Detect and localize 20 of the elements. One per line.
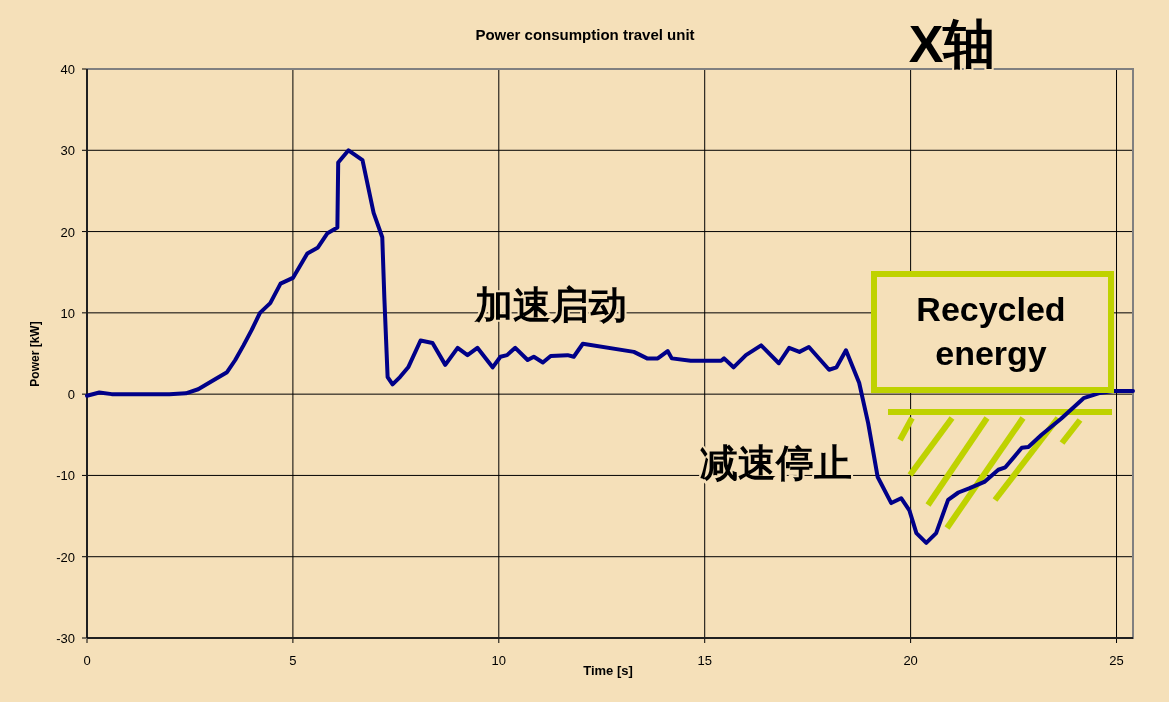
x-tick-label: 20 [903, 653, 918, 668]
y-tick-label: 0 [67, 387, 75, 403]
x-tick-label: 0 [83, 653, 91, 668]
y-axis-title: Power [kW] [28, 321, 42, 387]
annotation: Recycled energy [871, 271, 1114, 393]
x-tick-label: 5 [289, 653, 297, 668]
x-tick-label: 10 [491, 653, 507, 668]
x-axis-title: Time [s] [583, 663, 633, 678]
y-tick-label: -10 [56, 468, 75, 484]
y-tick-label: -30 [56, 631, 75, 646]
x-tick-label: 15 [697, 653, 712, 668]
annotation: X轴 [908, 15, 996, 73]
y-tick-label: 20 [60, 224, 75, 240]
x-tick-label: 25 [1109, 653, 1124, 668]
y-tick-label: 40 [60, 62, 75, 77]
y-tick-label: 30 [60, 143, 75, 159]
y-tick-label: 10 [60, 305, 75, 321]
y-tick-label: -20 [56, 549, 75, 565]
chart-title: Power consumption travel unit [475, 26, 695, 43]
annotation: Recycled energy [916, 290, 1066, 372]
